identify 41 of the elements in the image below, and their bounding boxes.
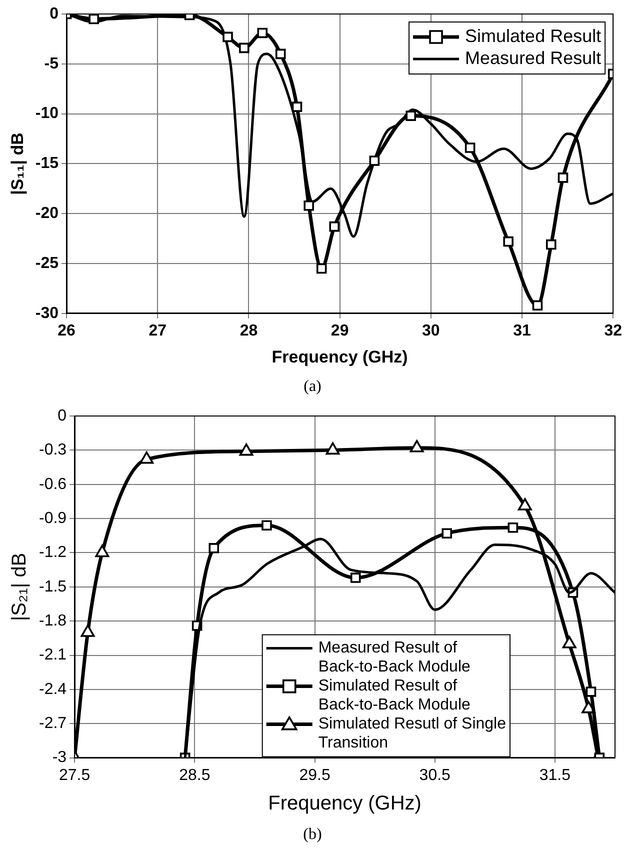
x-tick-label: 29 xyxy=(330,322,349,340)
x-tick-label: 28 xyxy=(240,322,258,340)
y-tick-label: -10 xyxy=(35,105,59,122)
y-axis-title: |S₂₁| dB xyxy=(8,552,31,622)
y-tick-label: -2.4 xyxy=(38,680,67,698)
x-tick-label: 27.5 xyxy=(59,766,90,784)
x-tick-label: 29.5 xyxy=(299,766,330,784)
y-tick-label: -1.8 xyxy=(38,612,67,630)
y-tick-label: 0 xyxy=(50,5,59,22)
x-tick-label: 28.5 xyxy=(179,766,210,784)
x-axis-title: Frequency (GHz) xyxy=(268,792,422,815)
y-tick-label: -3 xyxy=(52,749,67,766)
y-tick-label: -5 xyxy=(44,55,59,72)
y-tick-label: -2.1 xyxy=(38,646,67,664)
y-tick-label: -0.9 xyxy=(38,510,67,527)
y-tick-label: -15 xyxy=(35,155,59,172)
y-tick-label: 0 xyxy=(58,407,67,424)
y-tick-label: -0.6 xyxy=(38,476,67,493)
x-tick-label: 30 xyxy=(422,322,440,340)
x-tick-label: 31 xyxy=(513,322,532,340)
y-tick-label: -2.7 xyxy=(38,715,67,732)
legend-label: Measured Result xyxy=(465,48,602,68)
text: (b) xyxy=(302,825,323,845)
y-tick-label: -1.5 xyxy=(38,578,67,596)
y-tick-label: -25 xyxy=(35,254,59,272)
y-axis-title: |S₁₁| dB xyxy=(8,132,27,195)
x-tick-label: 30.5 xyxy=(419,766,451,784)
y-tick-label: -30 xyxy=(35,304,59,322)
y-tick-label: -20 xyxy=(35,205,59,222)
x-tick-label: 31.5 xyxy=(539,766,571,784)
legend-label: Simulated Result of Back-to-Back Module xyxy=(318,678,471,714)
legend-label: Measured Result of Back-to-Back Module xyxy=(318,640,471,676)
text: (a) xyxy=(302,377,322,397)
y-tick-label: -0.3 xyxy=(38,442,67,459)
x-axis-title: Frequency (GHz) xyxy=(272,347,408,366)
legend-label: Simulated Resutl of Single Transition xyxy=(318,716,506,752)
x-tick-label: 27 xyxy=(148,322,167,340)
legend-label: Simulated Result xyxy=(465,26,602,46)
x-tick-label: 26 xyxy=(58,322,76,340)
x-tick-label: 32 xyxy=(604,322,622,340)
y-tick-label: -1.2 xyxy=(38,544,67,562)
